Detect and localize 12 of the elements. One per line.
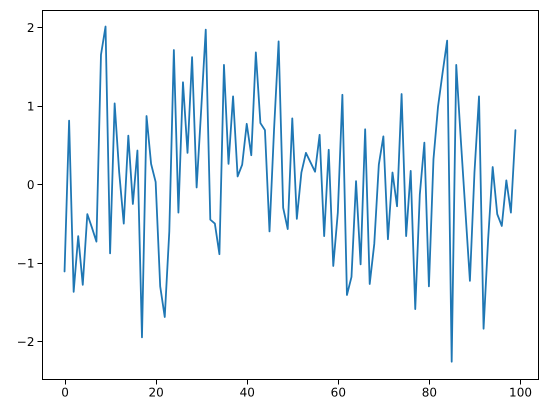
x-tick-label: 60 [330, 386, 346, 400]
y-tick-label: −2 [16, 334, 34, 349]
x-tick-label: 40 [240, 386, 255, 400]
y-tick-label: 0 [26, 178, 34, 192]
y-tick-label: −1 [16, 256, 34, 270]
y-tick-label: 1 [26, 99, 34, 114]
y-tick-label: 2 [26, 20, 34, 35]
x-tick-label: 20 [148, 386, 164, 400]
x-tick-label: 80 [422, 386, 438, 400]
x-tick-label: 100 [509, 386, 532, 400]
line-series [64, 26, 516, 363]
x-tick-label: 0 [61, 386, 69, 400]
